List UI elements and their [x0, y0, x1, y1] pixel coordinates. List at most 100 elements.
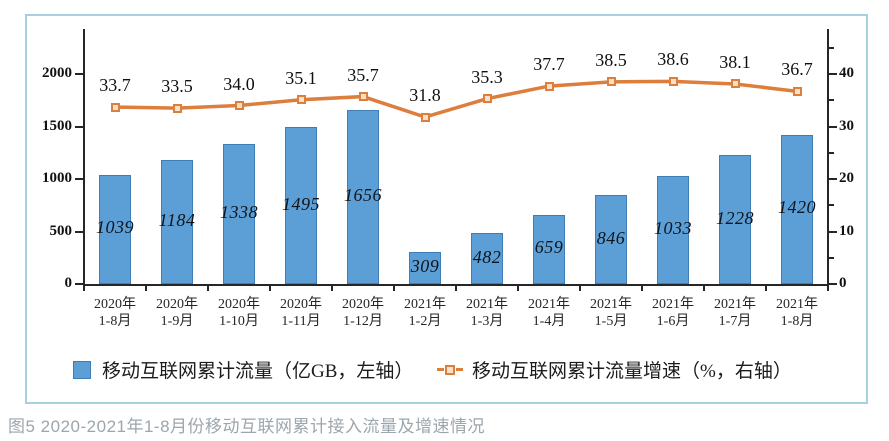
bar — [347, 110, 379, 284]
line-value-label: 35.1 — [285, 67, 317, 88]
line-value-label: 33.7 — [99, 75, 131, 96]
x-label-year: 2021年 — [776, 297, 818, 312]
bar-series-swatch — [73, 360, 91, 379]
y-axis-tick-left — [75, 125, 83, 128]
bar-value-label: 1420 — [778, 197, 816, 218]
y-axis-right — [827, 29, 829, 286]
x-label-months: 1-9月 — [160, 314, 194, 329]
x-category-label: 2021年 1-5月 — [579, 296, 643, 330]
x-label-year: 2021年 — [528, 297, 570, 312]
y-axis-tick-right — [829, 178, 837, 180]
bar-value-label: 1656 — [344, 185, 382, 206]
y-axis-tick-right — [829, 73, 837, 75]
y-axis-minor-tick-right — [829, 99, 834, 102]
x-axis-tick — [517, 284, 519, 291]
x-label-months: 1-2月 — [408, 314, 442, 329]
line-marker — [730, 79, 740, 89]
bar — [533, 214, 565, 284]
y-tick-label-right: 30 — [839, 117, 854, 134]
x-axis-tick — [703, 284, 705, 291]
line-marker — [358, 92, 368, 102]
x-axis-tick — [207, 284, 209, 291]
bar — [223, 143, 255, 284]
x-label-year: 2020年 — [280, 297, 322, 312]
line-marker — [482, 94, 492, 104]
bar — [99, 174, 131, 284]
x-label-year: 2020年 — [94, 297, 136, 312]
legend-label-traffic: 移动互联网累计流量（亿GB，左轴） — [102, 361, 414, 382]
y-tick-label-left: 1000 — [42, 170, 72, 186]
legend-label-growth: 移动互联网累计流量增速（%，右轴） — [472, 361, 792, 382]
bar-value-label: 659 — [534, 237, 564, 258]
legend-line-dash — [456, 368, 463, 371]
line-value-label: 35.3 — [471, 66, 503, 87]
x-label-months: 1-3月 — [470, 314, 504, 329]
x-category-label: 2021年 1-6月 — [641, 296, 705, 330]
line-marker — [792, 86, 802, 96]
x-label-months: 1-10月 — [219, 314, 259, 329]
bar-value-label: 1184 — [158, 209, 196, 230]
y-axis-tick-left — [75, 178, 83, 180]
line-value-label: 38.6 — [657, 49, 689, 70]
line-marker — [172, 103, 182, 113]
line-marker — [668, 76, 678, 86]
line-value-label: 38.5 — [595, 49, 627, 70]
line-value-label: 38.1 — [719, 51, 751, 72]
y-tick-label-right: 20 — [839, 170, 854, 186]
line-marker — [296, 95, 306, 105]
x-label-months: 1-8月 — [780, 314, 814, 329]
legend-line-marker-icon — [445, 364, 455, 375]
x-label-year: 2021年 — [466, 297, 508, 312]
x-category-label: 2021年 1-3月 — [455, 296, 519, 330]
y-axis-tick-right — [829, 230, 837, 233]
y-tick-label-left: 500 — [49, 222, 73, 239]
bar — [781, 134, 813, 284]
x-label-months: 1-4月 — [532, 314, 566, 329]
x-category-label: 2020年 1-11月 — [269, 296, 333, 330]
line-value-label: 35.7 — [347, 64, 379, 85]
legend-item-growth: 移动互联网累计流量增速（%，右轴） — [437, 356, 792, 383]
x-label-months: 1-7月 — [718, 314, 752, 329]
x-axis-tick — [579, 284, 581, 291]
x-axis-tick — [765, 284, 767, 291]
x-axis-tick — [269, 284, 271, 291]
x-label-year: 2021年 — [590, 297, 632, 312]
x-axis-tick — [641, 284, 643, 291]
bar — [719, 155, 751, 284]
bar-value-label: 482 — [472, 246, 502, 267]
bar-value-label: 309 — [410, 255, 440, 276]
x-label-year: 2021年 — [652, 297, 694, 312]
y-axis-tick-left — [75, 283, 83, 285]
x-category-label: 2021年 1-7月 — [703, 296, 767, 330]
line-value-label: 36.7 — [781, 59, 813, 80]
chart-frame: 1039 1184 1338 1495 1656 309 482 659 846 1033 1228… — [25, 14, 868, 404]
line-marker — [606, 77, 616, 87]
x-category-label: 2020年 1-10月 — [207, 296, 271, 330]
bar — [657, 175, 689, 284]
x-label-months: 1-6月 — [656, 314, 690, 329]
line-marker — [234, 101, 244, 110]
bar — [285, 127, 317, 284]
growth-line — [114, 79, 798, 119]
y-tick-label-left: 0 — [64, 275, 73, 291]
x-label-year: 2021年 — [714, 297, 756, 312]
line-marker — [110, 102, 120, 112]
y-tick-label-left: 1500 — [42, 117, 72, 134]
x-label-year: 2020年 — [218, 297, 260, 312]
y-axis-tick-left — [75, 230, 83, 233]
y-tick-label-right: 0 — [839, 275, 847, 291]
bar-value-label: 846 — [596, 227, 626, 248]
y-axis-minor-tick-right — [829, 256, 834, 259]
x-axis-tick — [145, 284, 147, 291]
x-axis-tick — [827, 284, 829, 291]
figure-caption: 图5 2020-2021年1-8月份移动互联网累计接入流量及增速情况 — [8, 417, 486, 436]
x-category-label: 2020年 1-8月 — [83, 296, 147, 330]
x-label-months: 1-12月 — [343, 314, 383, 329]
x-label-months: 1-11月 — [281, 314, 321, 329]
y-axis-minor-tick-right — [829, 151, 834, 154]
x-category-label: 2021年 1-2月 — [393, 296, 457, 330]
y-axis-minor-tick-right — [829, 46, 834, 49]
x-category-label: 2020年 1-12月 — [331, 296, 395, 330]
line-value-label: 31.8 — [409, 85, 441, 106]
bar — [595, 195, 627, 284]
